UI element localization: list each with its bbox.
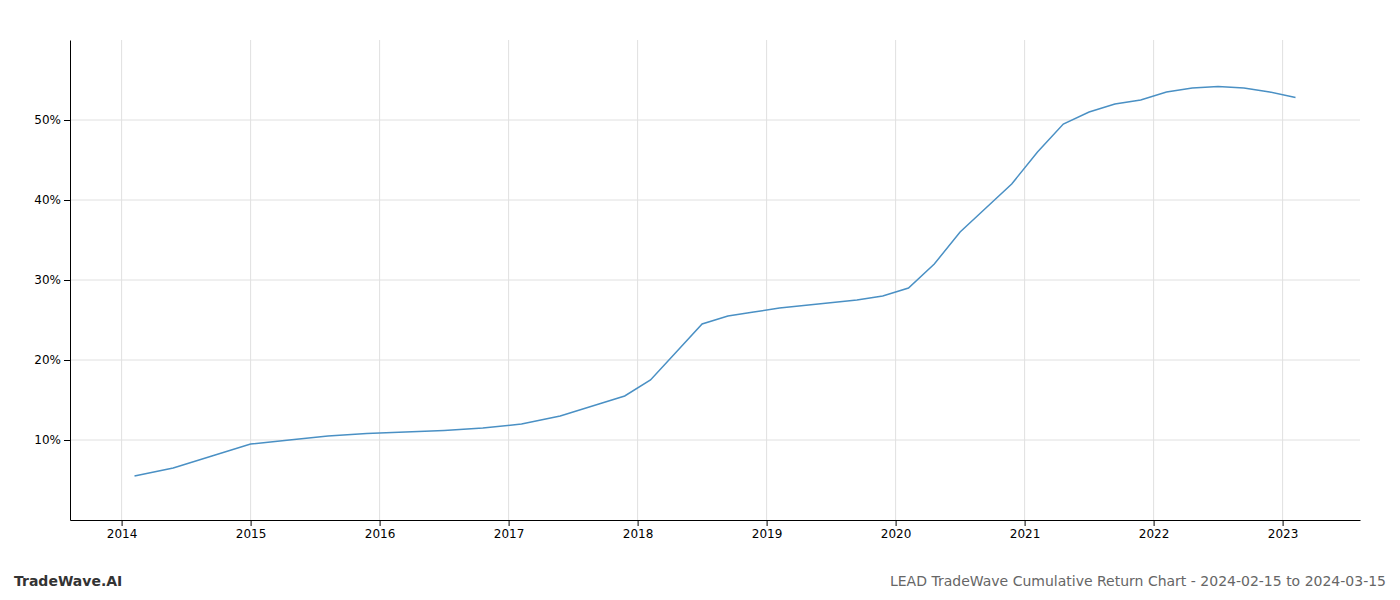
y-axis-tick: 40% [34, 193, 70, 207]
y-axis-tick-label: 50% [34, 113, 61, 127]
grid-line-x [1153, 40, 1154, 520]
grid-line-x [1024, 40, 1025, 520]
x-axis-tick-label: 2023 [1268, 527, 1299, 541]
x-axis-line [71, 520, 1361, 521]
line [135, 86, 1296, 476]
x-axis-tick: 2015 [236, 520, 267, 541]
x-axis-tick-mark [638, 520, 639, 526]
y-axis-tick-mark [64, 280, 70, 281]
x-axis-tick-mark [1025, 520, 1026, 526]
x-axis-tick: 2020 [881, 520, 912, 541]
grid-line-x [379, 40, 380, 520]
marks [135, 86, 1296, 476]
grid-line-y [70, 280, 1360, 281]
grid [70, 40, 1360, 520]
grid-line-x [508, 40, 509, 520]
watermark: TradeWave.AI [14, 573, 122, 589]
y-axis-tick-label: 20% [34, 353, 61, 367]
x-axis-tick-mark [1154, 520, 1155, 526]
grid-line-x [121, 40, 122, 520]
x-axis-tick-mark [380, 520, 381, 526]
title: LEAD TradeWave Cumulative Return Chart -… [890, 573, 1386, 589]
x-axis-tick: 2016 [365, 520, 396, 541]
y-axis-tick-label: 10% [34, 433, 61, 447]
y-axis-tick: 30% [34, 273, 70, 287]
x-axis-tick: 2021 [1010, 520, 1041, 541]
x-axis-tick-mark [509, 520, 510, 526]
x-axis-tick-label: 2017 [494, 527, 525, 541]
x-axis-tick-label: 2022 [1139, 527, 1170, 541]
y-axis-tick: 10% [34, 433, 70, 447]
y-axis: 10% 20% 30% 40% 50% [34, 41, 70, 521]
x-axis-tick-label: 2019 [752, 527, 783, 541]
x-axis-tick: 2017 [494, 520, 525, 541]
x-axis-tick-mark [767, 520, 768, 526]
x-axis-tick-label: 2016 [365, 527, 396, 541]
grid-line-x [766, 40, 767, 520]
grid-line-y [70, 440, 1360, 441]
grid-line-y [70, 120, 1360, 121]
y-axis-tick-mark [64, 120, 70, 121]
y-axis-line [70, 41, 71, 521]
grid-line-y [70, 200, 1360, 201]
grid-line-x [250, 40, 251, 520]
grid-line-x [637, 40, 638, 520]
x-axis-tick-label: 2021 [1010, 527, 1041, 541]
chart: 2014 2015 2016 2017 2018 2019 2020 2021 2022 2023… [0, 0, 1400, 600]
x-axis-tick: 2019 [752, 520, 783, 541]
x-axis-tick-label: 2014 [107, 527, 138, 541]
y-axis-tick-mark [64, 360, 70, 361]
x-axis-tick: 2018 [623, 520, 654, 541]
grid-line-x [1282, 40, 1283, 520]
y-axis-tick-label: 40% [34, 193, 61, 207]
x-axis-tick-label: 2018 [623, 527, 654, 541]
x-axis: 2014 2015 2016 2017 2018 2019 2020 2021 2022 2023 [71, 520, 1361, 541]
x-axis-tick-label: 2020 [881, 527, 912, 541]
y-axis-tick-label: 30% [34, 273, 61, 287]
x-axis-tick: 2014 [107, 520, 138, 541]
y-axis-tick-mark [64, 200, 70, 201]
x-axis-tick-mark [251, 520, 252, 526]
x-axis-tick-mark [122, 520, 123, 526]
x-axis-tick-mark [896, 520, 897, 526]
grid-line-y [70, 360, 1360, 361]
plot-area: 2014 2015 2016 2017 2018 2019 2020 2021 2022 2023… [34, 40, 1360, 541]
grid-line-x [895, 40, 896, 520]
x-axis-tick: 2023 [1268, 520, 1299, 541]
x-axis-tick-mark [1283, 520, 1284, 526]
y-axis-tick-mark [64, 440, 70, 441]
x-axis-tick-label: 2015 [236, 527, 267, 541]
y-axis-tick: 50% [34, 113, 70, 127]
y-axis-tick: 20% [34, 353, 70, 367]
x-axis-tick: 2022 [1139, 520, 1170, 541]
